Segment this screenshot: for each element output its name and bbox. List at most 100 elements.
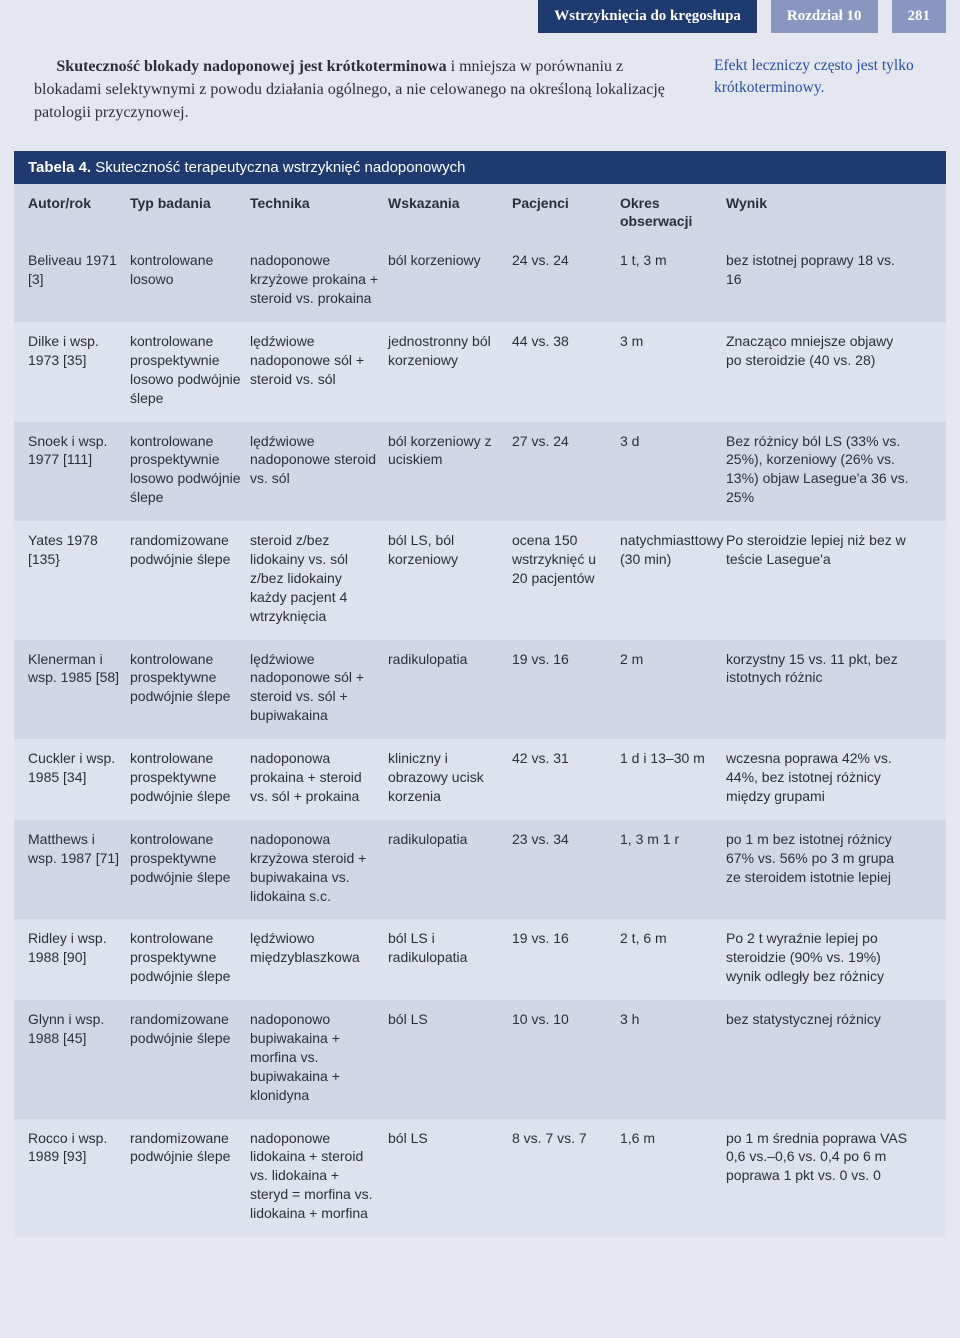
table-cell: steroid z/bez lidokainy vs. sól z/bez li… xyxy=(250,531,388,625)
table-row: Matthews i wsp. 1987 [71]kontrolowane pr… xyxy=(14,820,946,920)
table-title: Tabela 4. Skuteczność terapeutyczna wstr… xyxy=(14,151,946,184)
table-cell: korzystny 15 vs. 11 pkt, bez istotnych r… xyxy=(726,650,910,726)
table-cell: Znacząco mniejsze objawy po steroidzie (… xyxy=(726,332,910,408)
table-cell: 1, 3 m 1 r xyxy=(620,830,726,906)
breadcrumb: Wstrzyknięcia do kręgosłupa xyxy=(538,0,757,33)
table-cell: nadoponowa krzyżowa steroid + bupiwakain… xyxy=(250,830,388,906)
table-row: Cuckler i wsp. 1985 [34]kontrolowane pro… xyxy=(14,739,946,820)
table-cell: kontrolowane prospektywnie losowo podwój… xyxy=(130,332,250,408)
table-row: Rocco i wsp. 1989 [93]randomizowane podw… xyxy=(14,1119,946,1237)
page-number: 281 xyxy=(892,0,947,33)
table-cell: 10 vs. 10 xyxy=(512,1010,620,1104)
table-cell: 44 vs. 38 xyxy=(512,332,620,408)
table-cell: kliniczny i obrazowy ucisk korzenia xyxy=(388,749,512,806)
table-cell: kontrolowane prospektywne podwójnie ślep… xyxy=(130,929,250,986)
table-row: Glynn i wsp. 1988 [45]randomizowane podw… xyxy=(14,1000,946,1118)
col-result: Wynik xyxy=(726,194,910,232)
table-cell: Snoek i wsp. 1977 [111] xyxy=(28,432,130,508)
table-cell: ból LS i radikulopatia xyxy=(388,929,512,986)
table-cell: randomizowane podwójnie ślepe xyxy=(130,1010,250,1104)
table-cell: 19 vs. 16 xyxy=(512,650,620,726)
table-cell: randomizowane podwójnie ślepe xyxy=(130,1129,250,1223)
table-cell: natychmiasttowy (30 min) xyxy=(620,531,726,625)
page: Wstrzyknięcia do kręgosłupa Rozdział 10 … xyxy=(0,0,960,1267)
table-cell: 23 vs. 34 xyxy=(512,830,620,906)
table-cell: ocena 150 wstrzyknięć u 20 pacjentów xyxy=(512,531,620,625)
table-cell: po 1 m średnia poprawa VAS 0,6 vs.–0,6 v… xyxy=(726,1129,910,1223)
table-body: Beliveau 1971 [3]kontrolowane losowo nado… xyxy=(14,241,946,1237)
table-cell: randomizowane podwójnie ślepe xyxy=(130,531,250,625)
table-cell: po 1 m bez istotnej różnicy 67% vs. 56% … xyxy=(726,830,910,906)
table-cell: Yates 1978 [135} xyxy=(28,531,130,625)
table-row: Klenerman i wsp. 1985 [58]kontrolowane p… xyxy=(14,640,946,740)
table-cell: nadoponowe lidokaina + steroid vs. lidok… xyxy=(250,1129,388,1223)
col-period: Okres obserwacji xyxy=(620,194,726,232)
table-cell: ból korzeniowy z uciskiem xyxy=(388,432,512,508)
col-author: Autor/rok xyxy=(28,194,130,232)
chapter-tag: Rozdział 10 xyxy=(771,0,878,33)
table-cell: ból korzeniowy xyxy=(388,251,512,308)
table-cell: lędźwiowe nadoponowe sól + steroid vs. s… xyxy=(250,650,388,726)
table-cell: Cuckler i wsp. 1985 [34] xyxy=(28,749,130,806)
table-cell: Bez różnicy ból LS (33% vs. 25%), korzen… xyxy=(726,432,910,508)
table-cell: Glynn i wsp. 1988 [45] xyxy=(28,1010,130,1104)
col-patients: Pacjenci xyxy=(512,194,620,232)
table-cell: Ridley i wsp. 1988 [90] xyxy=(28,929,130,986)
intro-paragraph: Skuteczność blokady nadoponowej jest kró… xyxy=(34,55,684,125)
table-cell: Dilke i wsp. 1973 [35] xyxy=(28,332,130,408)
table-cell: ból LS xyxy=(388,1129,512,1223)
table-header-row: Autor/rok Typ badania Technika Wskazania… xyxy=(14,184,946,242)
table-cell: 24 vs. 24 xyxy=(512,251,620,308)
table-cell: kontrolowane losowo xyxy=(130,251,250,308)
table-cell: lędźwiowo międzyblaszkowa xyxy=(250,929,388,986)
table-cell: bez statystycznej różnicy xyxy=(726,1010,910,1104)
table-row: Beliveau 1971 [3]kontrolowane losowonado… xyxy=(14,241,946,322)
table-cell: radikulopatia xyxy=(388,650,512,726)
table-cell: nadoponowa prokaina + steroid vs. sól + … xyxy=(250,749,388,806)
table-cell: kontrolowane prospektywnie losowo podwój… xyxy=(130,432,250,508)
table-cell: kontrolowane prospektywne podwójnie ślep… xyxy=(130,830,250,906)
table-row: Ridley i wsp. 1988 [90]kontrolowane pros… xyxy=(14,919,946,1000)
table-4: Tabela 4. Skuteczność terapeutyczna wstr… xyxy=(0,151,960,1267)
col-technique: Technika xyxy=(250,194,388,232)
table-cell: lędźwiowe nadoponowe sól + steroid vs. s… xyxy=(250,332,388,408)
table-cell: 19 vs. 16 xyxy=(512,929,620,986)
table-cell: kontrolowane prospektywne podwójnie ślep… xyxy=(130,650,250,726)
table-cell: 2 t, 6 m xyxy=(620,929,726,986)
table-cell: 8 vs. 7 vs. 7 xyxy=(512,1129,620,1223)
header-bar: Wstrzyknięcia do kręgosłupa Rozdział 10 … xyxy=(0,0,960,33)
table-cell: Po steroidzie lepiej niż bez w teście La… xyxy=(726,531,910,625)
table-cell: 1,6 m xyxy=(620,1129,726,1223)
table-cell: radikulopatia xyxy=(388,830,512,906)
table-cell: 1 t, 3 m xyxy=(620,251,726,308)
table-cell: 1 d i 13–30 m xyxy=(620,749,726,806)
table-title-text: Skuteczność terapeutyczna wstrzyknięć na… xyxy=(95,159,465,176)
table-cell: Rocco i wsp. 1989 [93] xyxy=(28,1129,130,1223)
table-cell: 3 m xyxy=(620,332,726,408)
table-cell: lędźwiowe nadoponowe steroid vs. sól xyxy=(250,432,388,508)
table-cell: bez istotnej poprawy 18 vs. 16 xyxy=(726,251,910,308)
table-cell: ból LS, ból korzeniowy xyxy=(388,531,512,625)
table-row: Dilke i wsp. 1973 [35]kontrolowane prosp… xyxy=(14,322,946,422)
intro-row: Skuteczność blokady nadoponowej jest kró… xyxy=(0,33,960,151)
col-type: Typ badania xyxy=(130,194,250,232)
table-cell: 27 vs. 24 xyxy=(512,432,620,508)
table-cell: jednostronny ból korzeniowy xyxy=(388,332,512,408)
table-cell: Po 2 t wyraźnie lepiej po steroidzie (90… xyxy=(726,929,910,986)
table-cell: 3 d xyxy=(620,432,726,508)
table-title-label: Tabela 4. xyxy=(28,159,91,176)
table-row: Yates 1978 [135}randomizowane podwójnie … xyxy=(14,521,946,639)
table-cell: Matthews i wsp. 1987 [71] xyxy=(28,830,130,906)
table-cell: 2 m xyxy=(620,650,726,726)
side-note: Efekt leczniczy często jest tylko krótko… xyxy=(714,55,940,125)
table-cell: ból LS xyxy=(388,1010,512,1104)
table-cell: Klenerman i wsp. 1985 [58] xyxy=(28,650,130,726)
table-cell: Beliveau 1971 [3] xyxy=(28,251,130,308)
table-cell: 3 h xyxy=(620,1010,726,1104)
intro-bold: Skuteczność blokady nadoponowej jest kró… xyxy=(56,58,446,75)
table-cell: 42 vs. 31 xyxy=(512,749,620,806)
col-indication: Wskazania xyxy=(388,194,512,232)
table-row: Snoek i wsp. 1977 [111]kontrolowane pros… xyxy=(14,422,946,522)
table-cell: wczesna poprawa 42% vs. 44%, bez istotne… xyxy=(726,749,910,806)
table-cell: kontrolowane prospektywne podwójnie ślep… xyxy=(130,749,250,806)
